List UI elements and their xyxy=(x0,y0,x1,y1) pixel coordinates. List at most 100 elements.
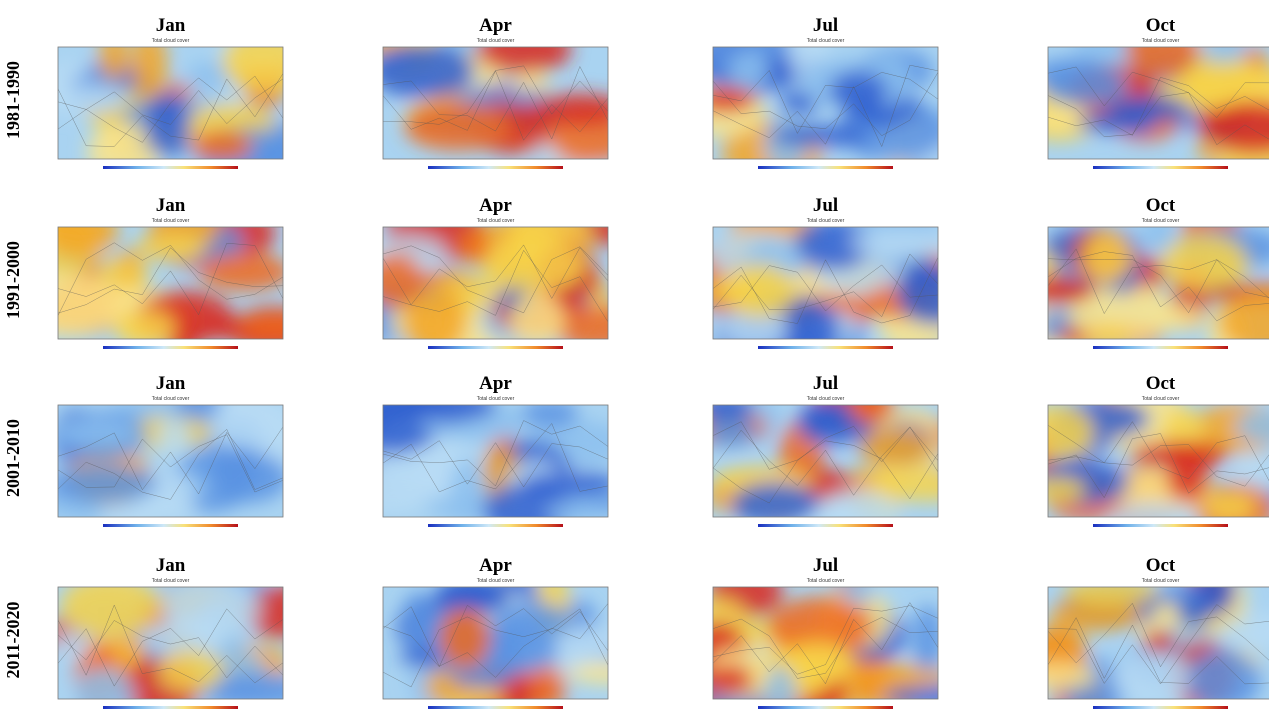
panel-title: Jan xyxy=(156,15,186,36)
field-blob xyxy=(438,607,490,669)
colorbar xyxy=(758,166,893,169)
panel-subtitle: Total cloud cover xyxy=(152,218,190,224)
panel-subtitle: Total cloud cover xyxy=(807,218,845,224)
field-blob xyxy=(1203,491,1255,522)
field-blob xyxy=(449,687,504,709)
field-blob xyxy=(1084,326,1132,347)
map xyxy=(342,386,628,537)
field-blob xyxy=(60,575,160,638)
colorbar xyxy=(758,524,893,527)
map xyxy=(42,29,317,187)
panel-title: Jan xyxy=(156,555,186,576)
field-blob xyxy=(875,467,979,501)
colorbar xyxy=(1093,346,1228,349)
panel-title: Jul xyxy=(813,555,838,576)
field-blob xyxy=(1076,113,1143,133)
panel-subtitle: Total cloud cover xyxy=(477,578,515,584)
row-label: 1981-1990 xyxy=(3,61,23,139)
field-blob xyxy=(239,312,314,340)
field-blob xyxy=(369,43,475,98)
panel-subtitle: Total cloud cover xyxy=(1142,218,1180,224)
panel-title: Jan xyxy=(156,195,186,216)
field-blob xyxy=(1194,564,1236,616)
map xyxy=(1012,18,1269,187)
field-blob xyxy=(1161,234,1247,289)
colorbar xyxy=(1093,706,1228,709)
row-label: 1991-2000 xyxy=(3,241,23,319)
field-blob xyxy=(42,203,118,257)
field-blob xyxy=(730,52,769,89)
field-blob xyxy=(1031,477,1086,503)
panel-title: Apr xyxy=(479,15,512,36)
field-blob xyxy=(1158,582,1198,604)
field-blob xyxy=(817,490,900,541)
field-blob xyxy=(222,29,307,94)
figure: 1981-1990 Jan Total cloud cover Apr Total cl… xyxy=(0,0,1269,720)
field-blob xyxy=(48,465,156,504)
map xyxy=(39,568,321,720)
field-blob xyxy=(191,130,253,162)
panel-subtitle: Total cloud cover xyxy=(477,396,515,402)
panel-title: Apr xyxy=(479,195,512,216)
field-blob xyxy=(842,579,875,605)
field-blob xyxy=(1113,651,1194,703)
map-field xyxy=(1012,18,1269,187)
field-blob xyxy=(695,88,755,113)
panel-subtitle: Total cloud cover xyxy=(807,578,845,584)
panel-title: Apr xyxy=(479,555,512,576)
field-blob xyxy=(1019,405,1094,460)
panel-title: Oct xyxy=(1146,15,1176,36)
panel-subtitle: Total cloud cover xyxy=(477,38,515,44)
panel-subtitle: Total cloud cover xyxy=(152,38,190,44)
panel-subtitle: Total cloud cover xyxy=(1142,578,1180,584)
field-blob xyxy=(1021,663,1097,690)
field-blob xyxy=(158,417,191,457)
panel-subtitle: Total cloud cover xyxy=(1142,38,1180,44)
field-blob xyxy=(1187,649,1261,711)
field-blob xyxy=(55,419,139,447)
field-blob xyxy=(209,403,264,447)
field-blob xyxy=(801,403,843,431)
field-blob xyxy=(696,393,754,421)
field-blob xyxy=(529,93,629,127)
colorbar xyxy=(103,166,238,169)
field-blob xyxy=(530,665,567,710)
map xyxy=(383,570,644,717)
field-blob xyxy=(1158,305,1204,331)
field-blob xyxy=(731,482,818,525)
map xyxy=(1012,564,1269,720)
field-blob xyxy=(1041,65,1127,106)
field-blob xyxy=(1144,631,1176,654)
panel-title: Jul xyxy=(813,195,838,216)
row-label: 2001-2010 xyxy=(3,419,23,497)
panel-title: Jan xyxy=(156,373,186,394)
field-blob xyxy=(401,592,436,648)
colorbar xyxy=(428,166,563,169)
panel-subtitle: Total cloud cover xyxy=(152,578,190,584)
panel-subtitle: Total cloud cover xyxy=(152,396,190,402)
field-blob xyxy=(401,389,497,421)
map xyxy=(341,204,644,369)
panel-title: Oct xyxy=(1146,195,1176,216)
colorbar xyxy=(428,524,563,527)
panel-subtitle: Total cloud cover xyxy=(807,38,845,44)
colorbar xyxy=(103,706,238,709)
panel-title: Oct xyxy=(1146,555,1176,576)
field-blob xyxy=(99,30,129,81)
field-blob xyxy=(829,71,887,111)
colorbar xyxy=(103,346,238,349)
panel-title: Jul xyxy=(813,15,838,36)
field-blob xyxy=(157,650,224,692)
colorbar xyxy=(428,706,563,709)
field-blob xyxy=(702,665,754,694)
field-blob xyxy=(404,103,510,150)
map xyxy=(680,382,979,545)
field-blob xyxy=(14,272,121,336)
field-blob xyxy=(52,85,129,112)
panel-subtitle: Total cloud cover xyxy=(477,218,515,224)
colorbar xyxy=(758,346,893,349)
field-blob xyxy=(449,458,487,525)
field-blob xyxy=(115,309,175,348)
map xyxy=(1010,387,1269,537)
row-label: 2011-2020 xyxy=(3,601,23,678)
